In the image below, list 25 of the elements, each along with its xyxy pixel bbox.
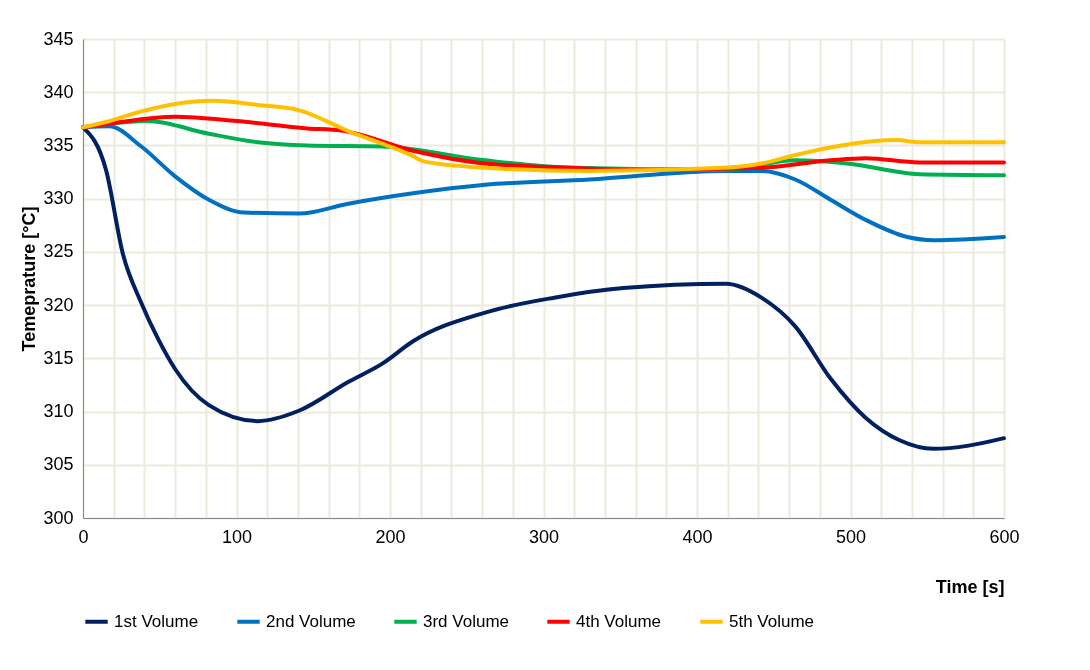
x-tick-label: 200 xyxy=(375,526,406,547)
x-tick-label: 600 xyxy=(989,526,1020,547)
line-series xyxy=(81,98,1006,173)
x-tick-label: 0 xyxy=(78,526,89,547)
y-tick-label: 325 xyxy=(43,241,74,262)
legend-label: 4th Volume xyxy=(576,611,662,631)
legend-label: 2nd Volume xyxy=(266,611,356,631)
x-tick-label: 100 xyxy=(221,526,253,547)
y-axis-title: Temeprature [°C] xyxy=(19,206,40,352)
legend-label: 1st Volume xyxy=(114,611,199,631)
y-tick-label: 310 xyxy=(43,401,74,422)
y-tick-label: 340 xyxy=(43,81,74,102)
y-tick-label: 300 xyxy=(43,507,74,528)
y-tick-label: 315 xyxy=(43,347,74,368)
y-tick-label: 330 xyxy=(43,188,74,209)
x-tick-label: 500 xyxy=(835,526,867,547)
x-axis-title: Time [s] xyxy=(935,576,1005,597)
y-tick-label: 335 xyxy=(43,134,74,155)
x-tick-label: 300 xyxy=(528,526,560,547)
legend-label: 3rd Volume xyxy=(423,611,509,631)
x-tick-label: 400 xyxy=(682,526,713,547)
y-tick-label: 305 xyxy=(43,454,74,475)
y-tick-label: 320 xyxy=(43,294,74,315)
y-tick-label: 345 xyxy=(43,28,74,49)
legend-label: 5th Volume xyxy=(729,611,815,631)
